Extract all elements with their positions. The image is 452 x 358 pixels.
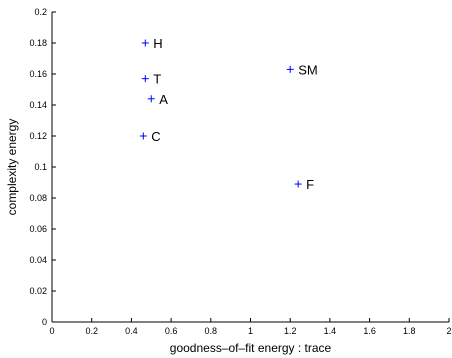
data-point: C	[139, 129, 161, 144]
x-axis-label: goodness–of–fit energy : trace	[170, 341, 332, 355]
data-point: F	[294, 177, 314, 192]
x-tick-label: 1.8	[403, 326, 416, 336]
y-tick-label: 0.12	[29, 131, 47, 141]
y-tick-label: 0.18	[29, 38, 47, 48]
x-tick-label: 1.6	[363, 326, 376, 336]
point-label: T	[153, 72, 161, 87]
point-label: H	[153, 36, 162, 51]
x-tick-label: 1.4	[324, 326, 337, 336]
data-point: H	[141, 36, 163, 51]
point-label: C	[151, 129, 160, 144]
x-tick-label: 0.8	[205, 326, 218, 336]
data-points: H TA C SM F	[139, 36, 318, 192]
y-tick-label: 0.2	[34, 7, 47, 17]
x-tick-label: 1.2	[284, 326, 297, 336]
x-tick-label: 0.2	[85, 326, 98, 336]
data-point: T	[141, 72, 161, 87]
y-tick-label: 0.14	[29, 100, 47, 110]
x-tick-label: 0.6	[165, 326, 178, 336]
data-point: A	[147, 92, 168, 107]
y-tick-label: 0	[42, 317, 47, 327]
x-tick-label: 2	[446, 326, 451, 336]
x-tick-label: 1	[248, 326, 253, 336]
y-tick-label: 0.1	[34, 162, 47, 172]
x-tick-label: 0.4	[125, 326, 138, 336]
point-label: F	[306, 177, 314, 192]
y-tick-label: 0.16	[29, 69, 47, 79]
y-tick-label: 0.08	[29, 193, 47, 203]
y-tick-label: 0.06	[29, 224, 47, 234]
ticks: 0 0.2 0.4 0.6 0.8 1 1.2 1.4 1.6 1.8 2 0 0.02 0.04 0.06…	[29, 7, 451, 336]
axes	[51, 12, 449, 323]
point-label: SM	[298, 62, 318, 77]
x-tick-label: 0	[49, 326, 54, 336]
point-label: A	[159, 92, 168, 107]
y-axis-label: complexity energy	[5, 119, 19, 216]
y-tick-label: 0.02	[29, 286, 47, 296]
data-point: SM	[286, 62, 318, 77]
y-tick-label: 0.04	[29, 255, 47, 265]
